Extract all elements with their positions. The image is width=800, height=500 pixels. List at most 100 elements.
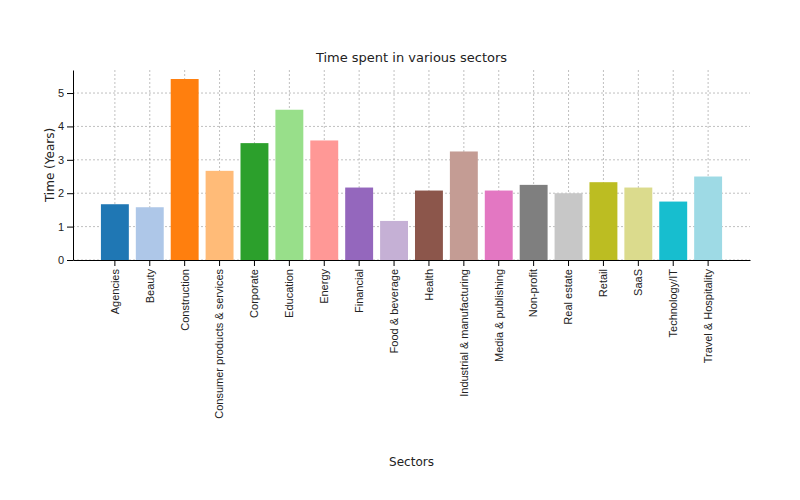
bar [450,151,478,260]
x-tick-label: Food & beverage [388,269,400,353]
bar [589,182,617,260]
x-tick: Technology/IT [667,260,679,337]
x-tick: Retail [597,260,609,297]
bar [694,177,722,260]
y-axis-title: Time (Years) [43,128,57,203]
x-tick-label: Construction [179,269,191,331]
x-tick-label: Industrial & manufacturing [458,269,470,397]
y-tick: 4 [58,120,73,132]
x-tick-mark [324,260,325,266]
y-tick: 2 [58,187,73,199]
y-axis: 0 1 2 3 4 5 [58,71,74,267]
x-tick: Non-profit [527,260,539,317]
x-tick-mark [219,260,220,266]
x-tick-label: SaaS [632,269,644,296]
bar [555,193,583,260]
x-tick: Corporate [248,260,260,318]
x-tick-label: Consumer products & services [213,269,225,419]
y-tick-label: 5 [58,87,64,99]
x-tick-mark [568,260,569,266]
y-tick: 1 [58,221,73,233]
y-tick-mark [67,260,73,261]
x-tick-mark [394,260,395,266]
bar [206,171,234,260]
y-tick-label: 0 [58,254,64,266]
y-tick-label: 3 [58,154,64,166]
x-tick: Construction [179,260,191,331]
x-tick: Health [423,260,435,301]
bar [520,185,548,260]
x-tick-mark [114,260,115,266]
x-tick-label: Education [283,269,295,318]
x-tick-mark [428,260,429,266]
y-tick-mark [67,126,73,127]
x-tick-mark [359,260,360,266]
y-tick-mark [67,93,73,94]
x-tick-mark [603,260,604,266]
bar [624,188,652,260]
bar [415,191,443,260]
x-tick-mark [673,260,674,266]
x-tick: Real estate [562,260,574,325]
chart: 0 1 2 3 4 5 Agencies Beauty Construction Consumer… [0,0,800,500]
x-tick-mark [533,260,534,266]
y-tick-label: 1 [58,221,64,233]
grid [73,70,750,260]
x-tick-mark [289,260,290,266]
x-tick: Financial [353,260,365,313]
y-tick: 3 [58,154,73,166]
bar [380,221,408,260]
y-tick-label: 4 [58,120,64,132]
bar [345,188,373,260]
y-tick: 0 [58,254,73,266]
bar [136,207,164,260]
x-tick-label: Energy [318,269,330,304]
y-tick-mark [67,193,73,194]
x-tick: Food & beverage [388,260,400,353]
x-tick-label: Travel & Hospitality [702,269,714,364]
x-tick: Industrial & manufacturing [458,260,470,397]
x-tick-mark [638,260,639,266]
x-tick-label: Financial [353,269,365,313]
y-tick-mark [67,160,73,161]
x-tick: Media & publishing [493,260,505,362]
title: Time spent in various sectors [315,50,507,65]
y-axis-line [73,71,74,261]
x-tick-mark [708,260,709,266]
x-tick: Travel & Hospitality [702,260,714,363]
y-tick: 5 [58,87,73,99]
x-tick-label: Media & publishing [493,269,505,362]
bar [275,110,303,260]
x-tick-label: Corporate [248,269,260,318]
x-tick-label: Real estate [562,269,574,325]
x-tick-label: Agencies [109,269,121,315]
bars [101,79,722,260]
bar [171,79,199,260]
x-tick-label: Retail [597,269,609,297]
x-tick-mark [463,260,464,266]
x-tick: Energy [318,260,330,304]
x-tick-label: Technology/IT [667,269,679,338]
plot-area: 0 1 2 3 4 5 Agencies Beauty Construction Consumer… [58,70,751,419]
y-tick-label: 2 [58,187,64,199]
x-axis-title: Sectors [389,455,434,469]
x-tick-mark [184,260,185,266]
bar [659,202,687,260]
x-tick-mark [254,260,255,266]
x-tick-mark [149,260,150,266]
x-tick: Beauty [144,260,156,303]
x-tick-label: Health [423,269,435,301]
bar [485,191,513,260]
x-axis: Agencies Beauty Construction Consumer produ… [74,260,751,419]
x-tick: SaaS [632,260,644,296]
y-tick-mark [67,227,73,228]
x-tick: Education [283,260,295,318]
bar [310,140,338,260]
x-tick: Agencies [109,260,121,314]
bar [101,204,129,260]
x-tick-mark [498,260,499,266]
x-tick: Consumer products & services [213,260,225,419]
x-tick-label: Beauty [144,269,156,304]
x-axis-line [74,260,751,261]
bar [241,143,269,260]
